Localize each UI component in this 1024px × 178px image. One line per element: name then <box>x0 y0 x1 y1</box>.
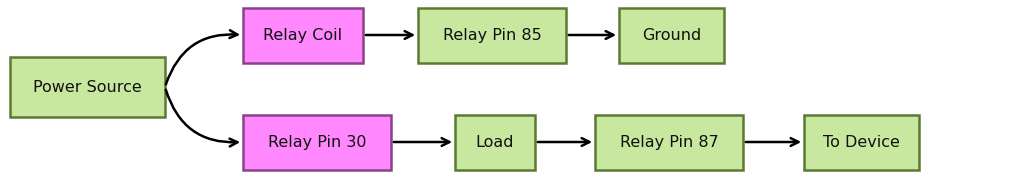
Text: Load: Load <box>476 135 514 150</box>
Text: Relay Coil: Relay Coil <box>263 28 343 43</box>
FancyBboxPatch shape <box>618 8 724 63</box>
Text: Relay Pin 30: Relay Pin 30 <box>267 135 367 150</box>
FancyBboxPatch shape <box>804 115 919 170</box>
Text: Ground: Ground <box>642 28 701 43</box>
Text: Power Source: Power Source <box>33 80 142 95</box>
Text: Relay Pin 87: Relay Pin 87 <box>620 135 719 150</box>
Text: Relay Pin 85: Relay Pin 85 <box>442 28 542 43</box>
FancyBboxPatch shape <box>455 115 535 170</box>
FancyBboxPatch shape <box>10 57 165 117</box>
FancyBboxPatch shape <box>243 115 391 170</box>
FancyBboxPatch shape <box>243 8 362 63</box>
FancyBboxPatch shape <box>595 115 743 170</box>
FancyBboxPatch shape <box>418 8 566 63</box>
Text: To Device: To Device <box>823 135 900 150</box>
